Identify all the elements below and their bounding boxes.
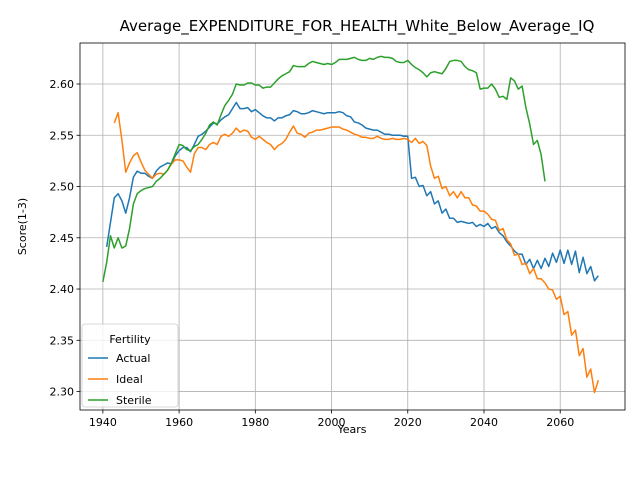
legend-label-sterile: Sterile: [116, 394, 152, 407]
legend-label-actual: Actual: [116, 352, 150, 365]
x-tick-label: 2020: [394, 416, 422, 429]
x-tick-label: 1960: [165, 416, 193, 429]
x-axis-label: Years: [336, 423, 366, 436]
x-tick-label: 1940: [89, 416, 117, 429]
x-tick-label: 2040: [470, 416, 498, 429]
x-tick-label: 1980: [241, 416, 269, 429]
legend-label-ideal: Ideal: [116, 373, 143, 386]
chart-title: Average_EXPENDITURE_FOR_HEALTH_White_Bel…: [120, 17, 595, 36]
legend-title: Fertility: [109, 333, 151, 346]
y-tick-label: 2.45: [50, 232, 75, 245]
y-tick-label: 2.50: [50, 181, 75, 194]
y-tick-label: 2.30: [50, 386, 75, 399]
legend: Fertility Actual Ideal Sterile: [82, 324, 178, 407]
x-tick-label: 2060: [546, 416, 574, 429]
y-tick-label: 2.35: [50, 334, 75, 347]
y-tick-label: 2.55: [50, 129, 75, 142]
y-tick-label: 2.40: [50, 283, 75, 296]
y-tick-label: 2.60: [50, 78, 75, 91]
y-axis-label: Score(1-3): [16, 198, 29, 255]
